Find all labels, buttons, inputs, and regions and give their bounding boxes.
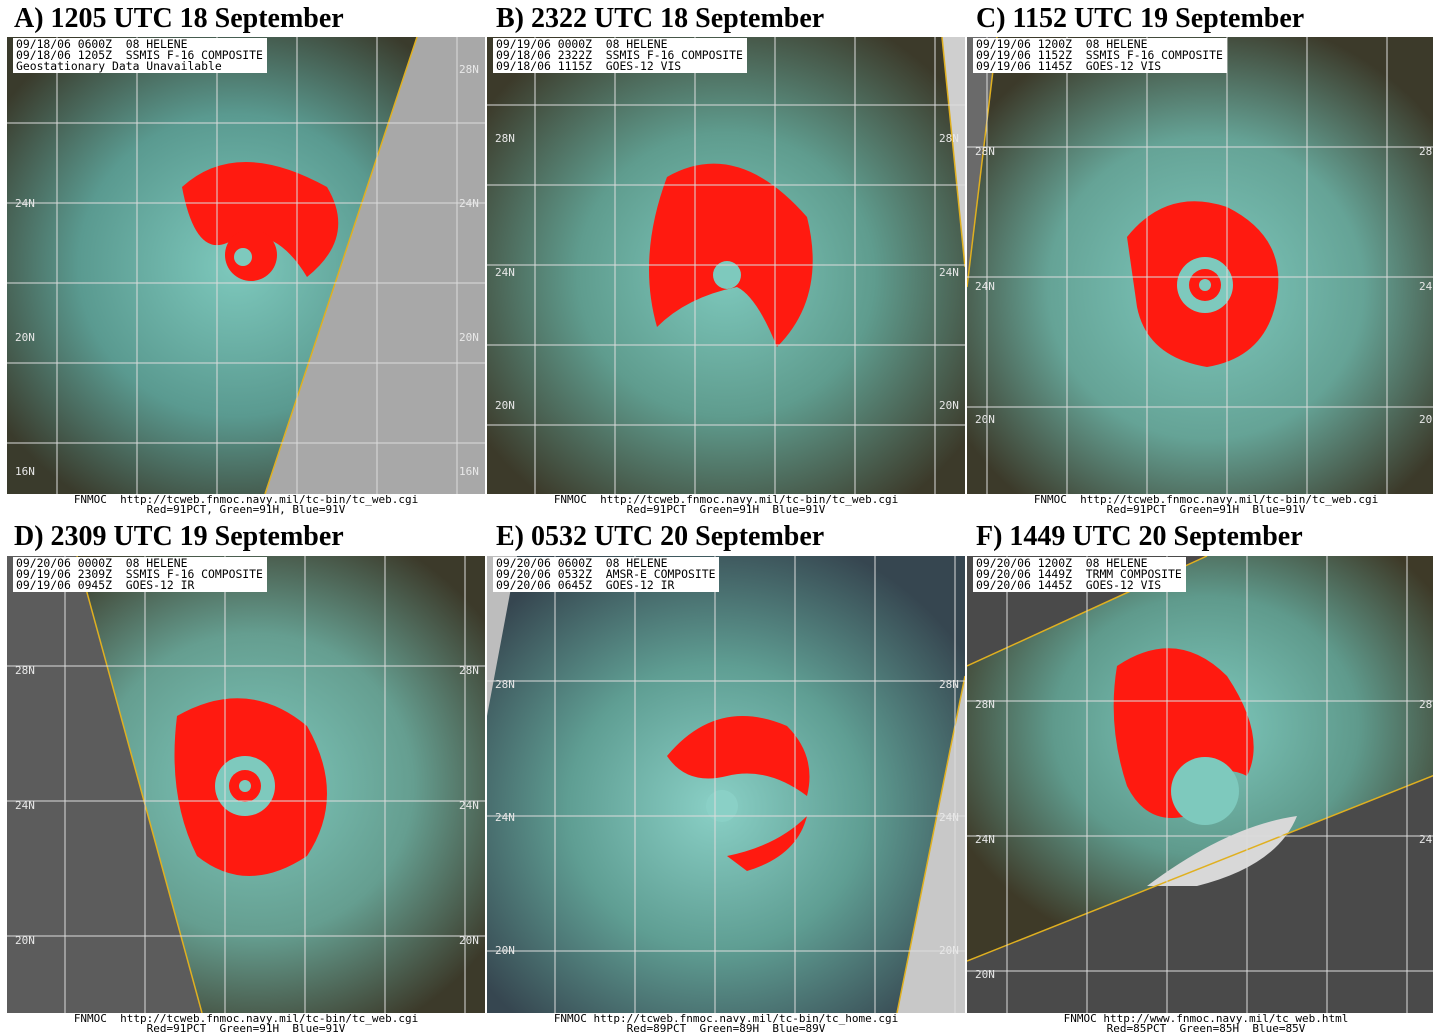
panel-title-e: E) 0532 UTC 20 September (496, 521, 825, 552)
lat-label: 20N (939, 399, 959, 412)
lat-label: 28N (939, 132, 959, 145)
footer-c: FNMOC http://tcweb.fnmoc.navy.mil/tc-bin… (1033, 493, 1379, 516)
lat-label: 24N (459, 799, 479, 812)
lat-label: 20N (15, 331, 35, 344)
lat-label: 24 (1419, 280, 1433, 293)
panel-title-d: D) 2309 UTC 19 September (14, 521, 344, 552)
lat-label: 28N (495, 132, 515, 145)
lat-label: 20N (495, 944, 515, 957)
image-header-c: 09/19/06 1200Z 08 HELENE 09/19/06 1152Z S… (973, 38, 1227, 73)
satellite-composite-c (967, 37, 1433, 494)
satellite-composite-b (487, 37, 965, 494)
lat-label: 20N (975, 968, 995, 981)
satellite-composite-f (967, 556, 1433, 1013)
panel-image-f: 09/20/06 1200Z 08 HELENE 09/20/06 1449Z T… (967, 556, 1433, 1013)
lat-label: 24N (939, 811, 959, 824)
panel-image-e: 09/20/06 0600Z 08 HELENE 09/20/06 0532Z A… (487, 556, 965, 1013)
panel-image-d: 09/20/06 0000Z 08 HELENE 09/19/06 2309Z S… (7, 556, 485, 1013)
lat-label: 24N (975, 833, 995, 846)
panel-title-b: B) 2322 UTC 18 September (496, 3, 825, 34)
lat-label: 24N (15, 197, 35, 210)
satellite-composite-d (7, 556, 485, 1013)
lat-label: 28 (1419, 145, 1433, 158)
lat-label: 16N (15, 465, 35, 478)
image-header-a: 09/18/06 0600Z 08 HELENE 09/18/06 1205Z S… (13, 38, 267, 73)
image-header-f: 09/20/06 1200Z 08 HELENE 09/20/06 1449Z T… (973, 557, 1186, 592)
lat-label: 28N (459, 664, 479, 677)
panel-image-b: 09/19/06 0000Z 08 HELENE 09/18/06 2322Z S… (487, 37, 965, 494)
lat-label: 24N (459, 197, 479, 210)
lat-label: 20N (975, 413, 995, 426)
panel-image-c: 09/19/06 1200Z 08 HELENE 09/19/06 1152Z S… (967, 37, 1433, 494)
lat-label: 24N (495, 811, 515, 824)
lat-label: 28 (1419, 698, 1433, 711)
lat-label: 24N (495, 266, 515, 279)
panel-image-a: 09/18/06 0600Z 08 HELENE 09/18/06 1205Z S… (7, 37, 485, 494)
footer-b: FNMOC http://tcweb.fnmoc.navy.mil/tc-bin… (553, 493, 899, 516)
lat-label: 20N (495, 399, 515, 412)
lat-label: 28N (459, 63, 479, 76)
satellite-composite-e (487, 556, 965, 1013)
lat-label: 28N (495, 678, 515, 691)
lat-label: 28N (975, 698, 995, 711)
lat-label: 24N (939, 266, 959, 279)
lat-label: 24 (1419, 833, 1433, 846)
lat-label: 20N (459, 331, 479, 344)
lat-label: 28N (975, 145, 995, 158)
footer-f: FNMOC http://www.fnmoc.navy.mil/tc_web.h… (1063, 1012, 1349, 1035)
footer-a: FNMOC http://tcweb.fnmoc.navy.mil/tc-bin… (73, 493, 419, 516)
lat-label: 24N (975, 280, 995, 293)
footer-e: FNMOC http://tcweb.fnmoc.navy.mil/tc-bin… (553, 1012, 899, 1035)
panel-title-a: A) 1205 UTC 18 September (14, 3, 344, 34)
lat-label: 20N (459, 934, 479, 947)
satellite-composite-a (7, 37, 485, 494)
footer-d: FNMOC http://tcweb.fnmoc.navy.mil/tc-bin… (73, 1012, 419, 1035)
lat-label: 16N (459, 465, 479, 478)
lat-label: 28N (15, 664, 35, 677)
lat-label: 20N (939, 944, 959, 957)
lat-label: 28N (939, 678, 959, 691)
lat-label: 20 (1419, 413, 1433, 426)
image-header-d: 09/20/06 0000Z 08 HELENE 09/19/06 2309Z S… (13, 557, 267, 592)
panel-title-f: F) 1449 UTC 20 September (976, 521, 1303, 552)
image-header-e: 09/20/06 0600Z 08 HELENE 09/20/06 0532Z A… (493, 557, 720, 592)
lat-label: 20N (15, 934, 35, 947)
lat-label: 24N (15, 799, 35, 812)
image-header-b: 09/19/06 0000Z 08 HELENE 09/18/06 2322Z S… (493, 38, 747, 73)
panel-title-c: C) 1152 UTC 19 September (976, 3, 1305, 34)
